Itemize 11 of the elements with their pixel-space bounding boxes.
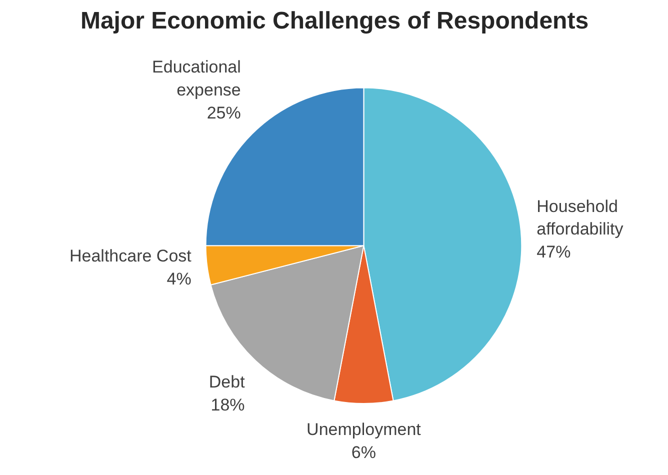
slice-label: Healthcare Cost [69, 246, 192, 266]
data-label: 47% [536, 242, 571, 262]
slice-label: Household affordability [536, 196, 624, 239]
data-label: 18% [210, 396, 245, 415]
slice-label: Educational expense [152, 58, 241, 100]
chart-title: Major Economic Challenges of Respondents [80, 8, 589, 34]
slice-label: Unemployment [306, 420, 422, 440]
data-label: 6% [351, 442, 376, 462]
data-label: 25% [206, 103, 241, 122]
slice-label: Debt [208, 372, 246, 392]
data-label: 4% [166, 269, 192, 288]
